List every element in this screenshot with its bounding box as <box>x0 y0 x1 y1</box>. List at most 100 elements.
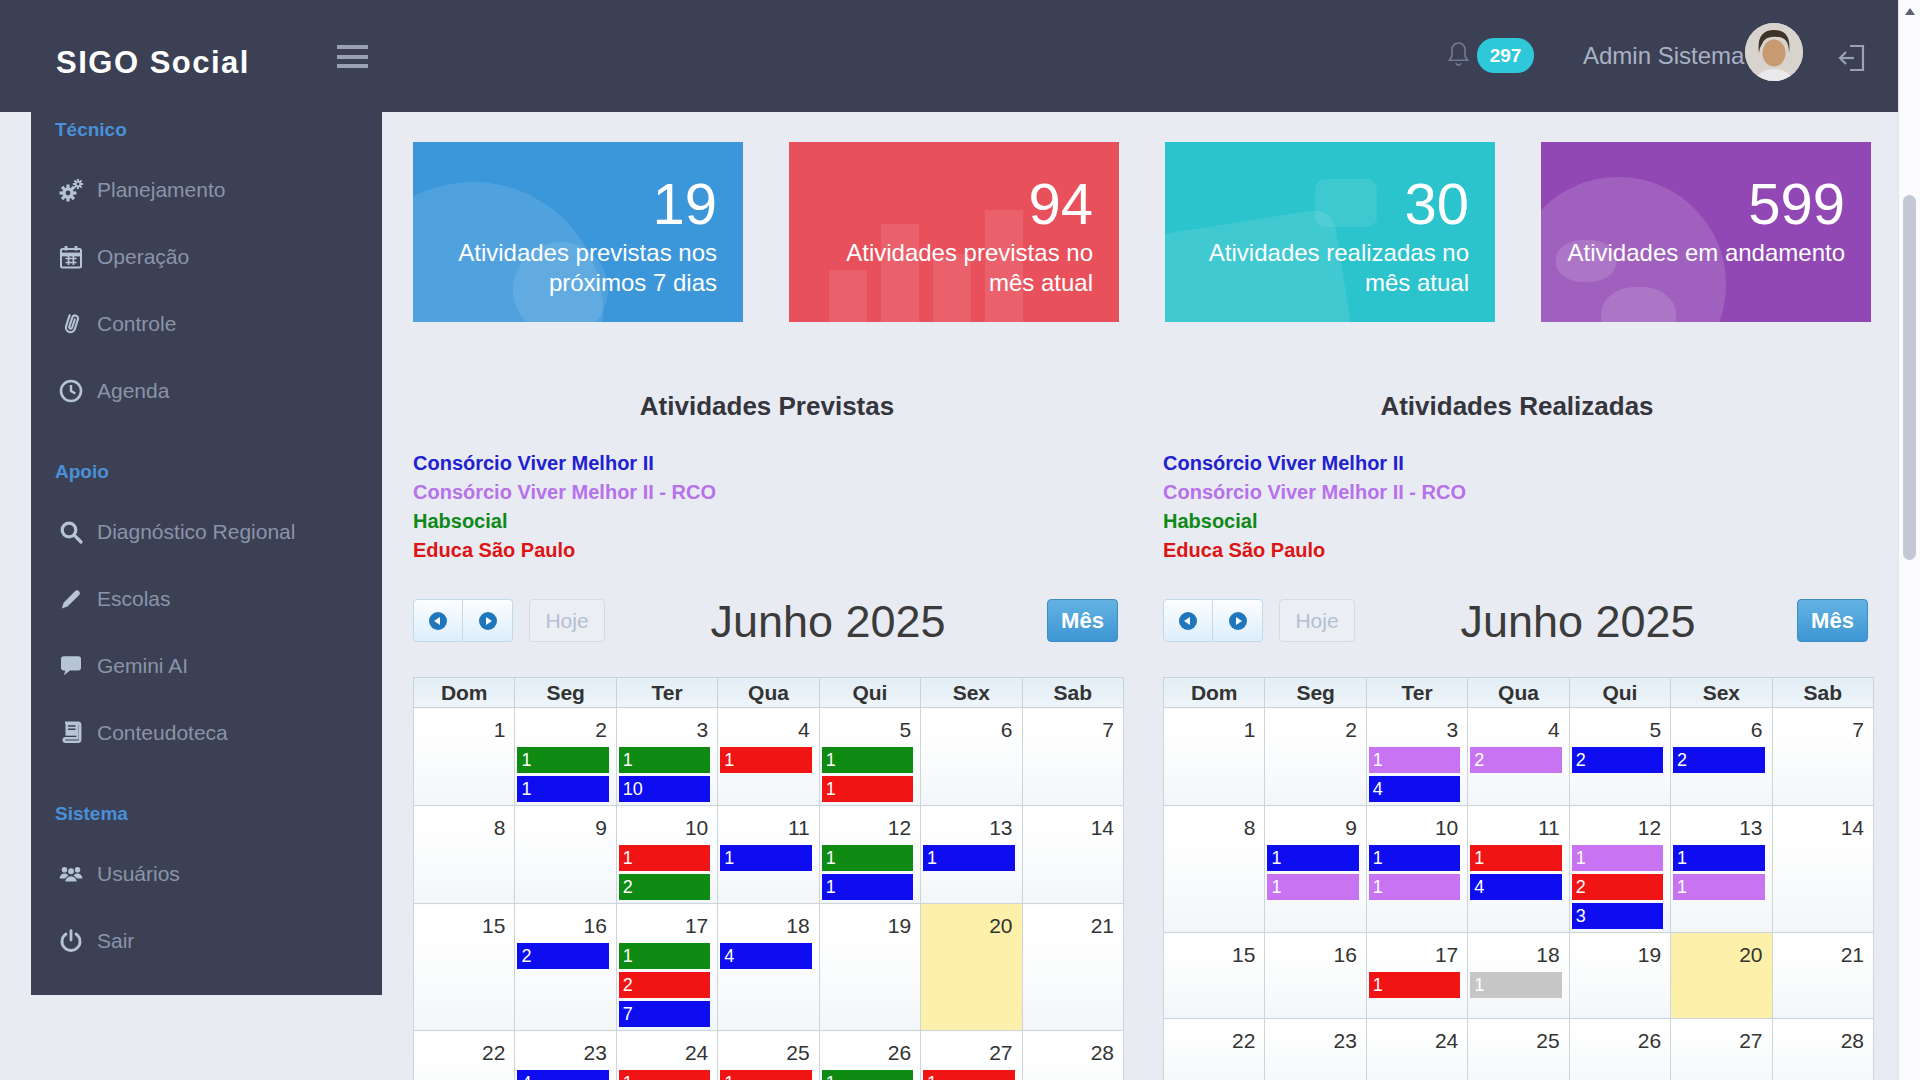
calendar-day-cell[interactable]: 24 <box>1366 1019 1467 1080</box>
sidebar-item-diagn-stico-regional[interactable]: Diagnóstico Regional <box>31 498 382 565</box>
calendar-prev-button[interactable] <box>413 599 463 642</box>
event-bar[interactable]: 7 <box>619 1001 710 1027</box>
calendar-day-cell[interactable]: 7 <box>1772 708 1873 806</box>
calendar-day-cell[interactable]: 911 <box>1265 806 1366 933</box>
event-bar[interactable]: 1 <box>720 1070 811 1080</box>
event-bar[interactable]: 2 <box>1470 747 1561 773</box>
event-bar[interactable]: 1 <box>1267 874 1358 900</box>
event-bar[interactable]: 1 <box>1369 845 1460 871</box>
event-bar[interactable]: 2 <box>517 943 608 969</box>
event-bar[interactable]: 4 <box>720 943 811 969</box>
calendar-day-cell[interactable]: 41 <box>718 708 819 806</box>
event-bar[interactable]: 1 <box>1470 972 1561 998</box>
event-bar[interactable]: 2 <box>1572 747 1663 773</box>
calendar-day-cell[interactable]: 21 <box>1772 933 1873 1019</box>
event-bar[interactable]: 10 <box>619 776 710 802</box>
calendar-day-cell[interactable]: 314 <box>1366 708 1467 806</box>
calendar-day-cell[interactable]: 251 <box>718 1031 819 1080</box>
event-bar[interactable]: 1 <box>1470 845 1561 871</box>
event-bar[interactable]: 1 <box>619 943 710 969</box>
calendar-day-cell[interactable]: 1012 <box>616 806 717 904</box>
notification-bell-icon[interactable] <box>1447 39 1470 69</box>
calendar-prev-button[interactable] <box>1163 599 1213 642</box>
calendar-day-cell[interactable]: 16 <box>1265 933 1366 1019</box>
calendar-day-cell[interactable]: 8 <box>414 806 515 904</box>
calendar-day-cell[interactable]: 1 <box>1164 708 1265 806</box>
event-bar[interactable]: 1 <box>1572 845 1663 871</box>
sidebar-item-sair[interactable]: Sair <box>31 907 382 974</box>
calendar-day-cell[interactable]: 2 <box>1265 708 1366 806</box>
event-bar[interactable]: 1 <box>923 845 1014 871</box>
calendar-day-cell[interactable]: 261 <box>819 1031 920 1080</box>
event-bar[interactable]: 1 <box>517 776 608 802</box>
calendar-day-cell[interactable]: 3110 <box>616 708 717 806</box>
event-bar[interactable]: 1 <box>720 747 811 773</box>
calendar-day-cell[interactable]: 8 <box>1164 806 1265 933</box>
event-bar[interactable]: 2 <box>619 972 710 998</box>
calendar-day-cell[interactable]: 162 <box>515 904 616 1031</box>
event-bar[interactable]: 1 <box>1369 972 1460 998</box>
calendar-day-cell[interactable]: 14 <box>1022 806 1123 904</box>
event-bar[interactable]: 1 <box>923 1070 1014 1080</box>
calendar-day-cell[interactable]: 19 <box>1569 933 1670 1019</box>
calendar-day-cell[interactable]: 1211 <box>819 806 920 904</box>
calendar-day-cell[interactable]: 1011 <box>1366 806 1467 933</box>
calendar-day-cell[interactable]: 42 <box>1468 708 1569 806</box>
calendar-day-cell[interactable]: 271 <box>921 1031 1022 1080</box>
calendar-day-cell[interactable]: 12123 <box>1569 806 1670 933</box>
calendar-day-cell[interactable]: 27 <box>1671 1019 1772 1080</box>
sidebar-item-controle[interactable]: Controle <box>31 290 382 357</box>
calendar-view-month-button[interactable]: Mês <box>1797 599 1868 642</box>
event-bar[interactable]: 3 <box>1572 903 1663 929</box>
user-name[interactable]: Admin Sistema <box>1583 42 1744 70</box>
event-bar[interactable]: 1 <box>822 747 913 773</box>
sidebar-item-planejamento[interactable]: Planejamento <box>31 156 382 223</box>
calendar-day-cell[interactable]: 184 <box>718 904 819 1031</box>
sidebar-item-usu-rios[interactable]: Usuários <box>31 840 382 907</box>
calendar-day-cell[interactable]: 14 <box>1772 806 1873 933</box>
calendar-day-cell[interactable]: 21 <box>1022 904 1123 1031</box>
calendar-day-cell[interactable]: 131 <box>921 806 1022 904</box>
calendar-day-cell[interactable]: 1 <box>414 708 515 806</box>
calendar-day-cell[interactable]: 171 <box>1366 933 1467 1019</box>
sidebar-item-gemini-ai[interactable]: Gemini AI <box>31 632 382 699</box>
calendar-day-cell[interactable]: 15 <box>1164 933 1265 1019</box>
event-bar[interactable]: 1 <box>619 747 710 773</box>
calendar-day-cell[interactable]: 25 <box>1468 1019 1569 1080</box>
event-bar[interactable]: 1 <box>1369 874 1460 900</box>
event-bar[interactable]: 1 <box>822 1070 913 1080</box>
event-bar[interactable]: 1 <box>822 845 913 871</box>
event-bar[interactable]: 1 <box>619 1070 710 1080</box>
calendar-day-cell[interactable]: 111 <box>718 806 819 904</box>
event-bar[interactable]: 1 <box>720 845 811 871</box>
calendar-day-cell[interactable]: 1114 <box>1468 806 1569 933</box>
scrollbar-up-arrow[interactable] <box>1905 8 1915 15</box>
calendar-day-cell[interactable]: 511 <box>819 708 920 806</box>
calendar-day-cell[interactable]: 52 <box>1569 708 1670 806</box>
sidebar-item-opera-o[interactable]: Operação <box>31 223 382 290</box>
calendar-day-cell[interactable]: 6 <box>921 708 1022 806</box>
sidebar-item-conteudoteca[interactable]: Conteudoteca <box>31 699 382 766</box>
calendar-day-cell[interactable]: 62 <box>1671 708 1772 806</box>
event-bar[interactable]: 1 <box>822 776 913 802</box>
event-bar[interactable]: 4 <box>1470 874 1561 900</box>
sidebar-item-agenda[interactable]: Agenda <box>31 357 382 424</box>
notification-count-badge[interactable]: 297 <box>1477 38 1534 73</box>
calendar-view-month-button[interactable]: Mês <box>1047 599 1118 642</box>
calendar-day-cell[interactable]: 20 <box>921 904 1022 1031</box>
event-bar[interactable]: 2 <box>1673 747 1764 773</box>
hamburger-menu-icon[interactable] <box>337 45 368 68</box>
calendar-day-cell[interactable]: 181 <box>1468 933 1569 1019</box>
logout-icon[interactable] <box>1838 41 1866 74</box>
calendar-day-cell[interactable]: 211 <box>515 708 616 806</box>
sidebar-item-escolas[interactable]: Escolas <box>31 565 382 632</box>
event-bar[interactable]: 4 <box>1369 776 1460 802</box>
event-bar[interactable]: 2 <box>1572 874 1663 900</box>
calendar-day-cell[interactable]: 15 <box>414 904 515 1031</box>
calendar-day-cell[interactable]: 241 <box>616 1031 717 1080</box>
scrollbar-thumb[interactable] <box>1903 195 1916 560</box>
calendar-day-cell[interactable]: 7 <box>1022 708 1123 806</box>
calendar-day-cell[interactable]: 19 <box>819 904 920 1031</box>
event-bar[interactable]: 1 <box>517 747 608 773</box>
calendar-day-cell[interactable]: 22 <box>414 1031 515 1080</box>
